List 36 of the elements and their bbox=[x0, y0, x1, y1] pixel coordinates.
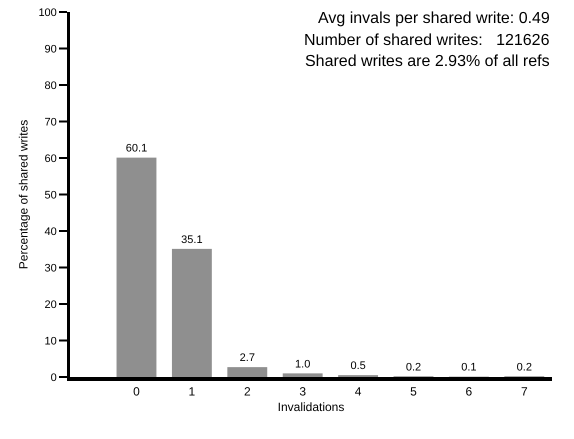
y-tick-label: 60 bbox=[44, 152, 57, 165]
y-tick-label: 90 bbox=[44, 43, 57, 56]
data-label: 35.1 bbox=[181, 234, 203, 246]
x-tick-label: 7 bbox=[520, 384, 528, 398]
y-tick-label: 40 bbox=[44, 226, 57, 238]
annotation: Shared writes are 2.93% of all refs bbox=[305, 53, 550, 70]
x-tick-label: 4 bbox=[354, 384, 362, 398]
bar bbox=[227, 367, 268, 377]
y-tick-label: 0 bbox=[50, 372, 57, 384]
bar bbox=[282, 373, 323, 377]
bar bbox=[116, 158, 156, 377]
data-label: 0.2 bbox=[406, 361, 422, 374]
x-tick-label: 3 bbox=[299, 384, 306, 398]
y-tick-label: 80 bbox=[44, 80, 57, 92]
y-tick-label: 70 bbox=[44, 116, 57, 128]
x-tick-label: 6 bbox=[466, 384, 473, 398]
bar bbox=[172, 248, 212, 377]
data-label: 0.2 bbox=[516, 361, 532, 374]
annotation: Avg invals per shared write: 0.49 bbox=[318, 10, 550, 27]
y-tick-label: 20 bbox=[44, 298, 57, 311]
x-tick-label: 2 bbox=[244, 384, 251, 398]
x-tick-label: 5 bbox=[410, 384, 418, 398]
y-tick-label: 10 bbox=[44, 335, 57, 348]
y-tick-label: 50 bbox=[44, 189, 57, 202]
data-label: 1.0 bbox=[295, 358, 310, 370]
x-axis-title: Invalidations bbox=[278, 400, 344, 414]
data-label: 0.1 bbox=[461, 362, 477, 374]
data-label: 0.5 bbox=[350, 360, 366, 372]
y-tick-label: 100 bbox=[38, 6, 57, 19]
data-label: 60.1 bbox=[126, 142, 148, 155]
data-label: 2.7 bbox=[240, 352, 255, 364]
annotation: Number of shared writes: 121626 bbox=[304, 32, 550, 49]
x-tick-label: 1 bbox=[188, 384, 196, 398]
x-tick-label: 0 bbox=[133, 384, 140, 398]
y-axis-title: Percentage of shared writes bbox=[16, 120, 31, 270]
y-tick-label: 30 bbox=[44, 262, 57, 274]
